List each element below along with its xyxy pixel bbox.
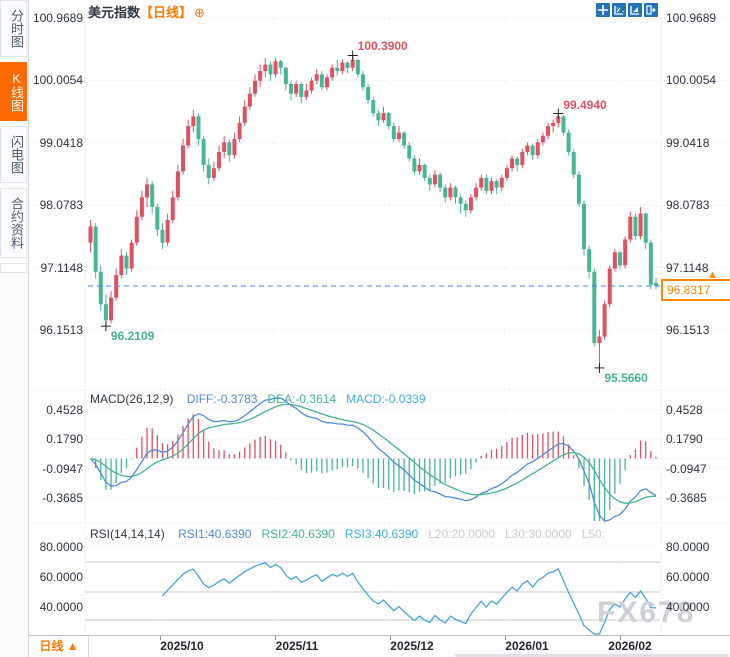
axis-tick-label: 96.1513 [666,323,710,337]
zoom-in-icon[interactable] [628,3,642,17]
time-axis-bar: 日线 ▲ 2025/10 2025/11 2025/12 2026/01 2026/02 [29,635,730,657]
sidebar-tab-kline-chart[interactable]: K线图 [0,62,27,121]
period-selector-button[interactable]: 日线 ▲ [30,636,89,657]
month-tick [620,636,621,640]
month-tick [505,636,506,640]
indicator-value: DIFF:-0.3783 [186,392,258,406]
rsi-values: RSI1:40.6390 RSI2:40.6390 RSI3:40.6390 L20:… [168,527,605,541]
axis-tick-label: 97.1148 [40,260,84,275]
symbol-name: 美元指数 [88,5,141,20]
month-tick [160,636,161,640]
indicator-value: L20:20.0000 [428,527,495,541]
rsi-header[interactable]: RSI(14,14,14) RSI1:40.6390 RSI2:40.6390 RS… [90,527,605,541]
sidebar-tab-lightning-chart[interactable]: 闪电图 [0,126,27,183]
high-price-annotation: 99.4940 [563,97,607,112]
indicator-value: RSI2:40.6390 [261,527,335,541]
axis-tick-label: -0.0947 [42,461,83,476]
indicator-value: DEA:-0.3614 [267,392,337,406]
indicator-value: RSI1:40.6390 [178,527,252,541]
low-price-annotation: 95.5660 [604,370,648,385]
sidebar-tab-contract-info[interactable]: 合约资料 [0,188,27,258]
axis-tick-label: 80.0000 [39,540,83,554]
axis-tick-label: 40.0000 [39,600,83,614]
sidebar-tab-time-chart[interactable]: 分时图 [0,0,27,57]
month-label: 2026/02 [608,639,652,653]
crosshair-icon[interactable] [596,3,610,17]
indicator-value: MACD:-0.0339 [346,392,426,406]
axis-tick-label: -0.3685 [42,490,83,505]
macd-values: DIFF:-0.3783 DEA:-0.3614 MACD:-0.0339 [177,392,426,406]
period-tag: 【日线】 [140,5,193,20]
axis-tick-label: 97.1148 [666,260,709,275]
add-indicator-icon[interactable]: ⊕ [194,5,205,20]
month-label: 2025/12 [390,639,434,653]
exit-icon[interactable] [644,3,658,17]
indicator-value: L50: [581,527,606,541]
indicator-value: RSI3:40.6390 [344,527,419,541]
axis-tick-label: 96.1513 [39,323,83,337]
sidebar-empty-cell [0,263,27,273]
axis-tick-label: 100.9689 [666,11,717,25]
chart-title: 美元指数【日线】 ⊕ [88,2,205,21]
axis-tick-label: -0.3685 [666,490,707,505]
month-label: 2026/01 [505,639,549,653]
axis-tick-label: 0.4528 [46,403,83,417]
axis-tick-label: 99.0418 [39,135,83,150]
month-label: 2025/10 [160,639,204,653]
axis-tick-label: 60.0000 [39,570,83,584]
axis-tick-label: 0.1790 [46,432,83,447]
month-tick [275,636,276,640]
axis-tick-label: 100.0054 [32,73,83,88]
axis-tick-label: 99.0418 [666,135,710,150]
macd-header[interactable]: MACD(26,12,9) DIFF:-0.3783 DEA:-0.3614 MAC… [90,392,426,406]
scrollbar-hint[interactable] [455,654,729,657]
zoom-range-icon[interactable] [612,3,626,17]
axis-tick-label: 98.0783 [39,198,83,213]
axis-tick-label: 0.1790 [666,432,703,447]
axis-tick-label: 98.0783 [666,198,710,213]
high-price-annotation: 100.3900 [357,39,408,54]
low-price-annotation: 96.2109 [110,329,155,344]
month-label: 2025/11 [275,639,319,653]
rsi-title: RSI(14,14,14) [90,527,165,541]
macd-title: MACD(26,12,9) [90,392,174,406]
current-price-tag: 96.8317 [661,279,730,301]
axis-tick-label: 40.0000 [666,600,710,614]
sidebar: 分时图 K线图 闪电图 合约资料 [0,0,29,657]
axis-tick-label: 0.4528 [666,403,703,417]
indicator-value: L30:30.0000 [504,527,572,541]
price-up-arrow-icon: ▲ [707,269,718,281]
axis-tick-label: 100.0054 [666,73,717,88]
axis-tick-label: -0.0947 [666,461,707,476]
month-tick [390,636,391,640]
chart-toolbar [596,3,658,17]
axis-tick-label: 60.0000 [666,570,710,584]
axis-tick-label: 80.0000 [666,540,710,554]
axis-tick-label: 100.9689 [32,11,83,25]
